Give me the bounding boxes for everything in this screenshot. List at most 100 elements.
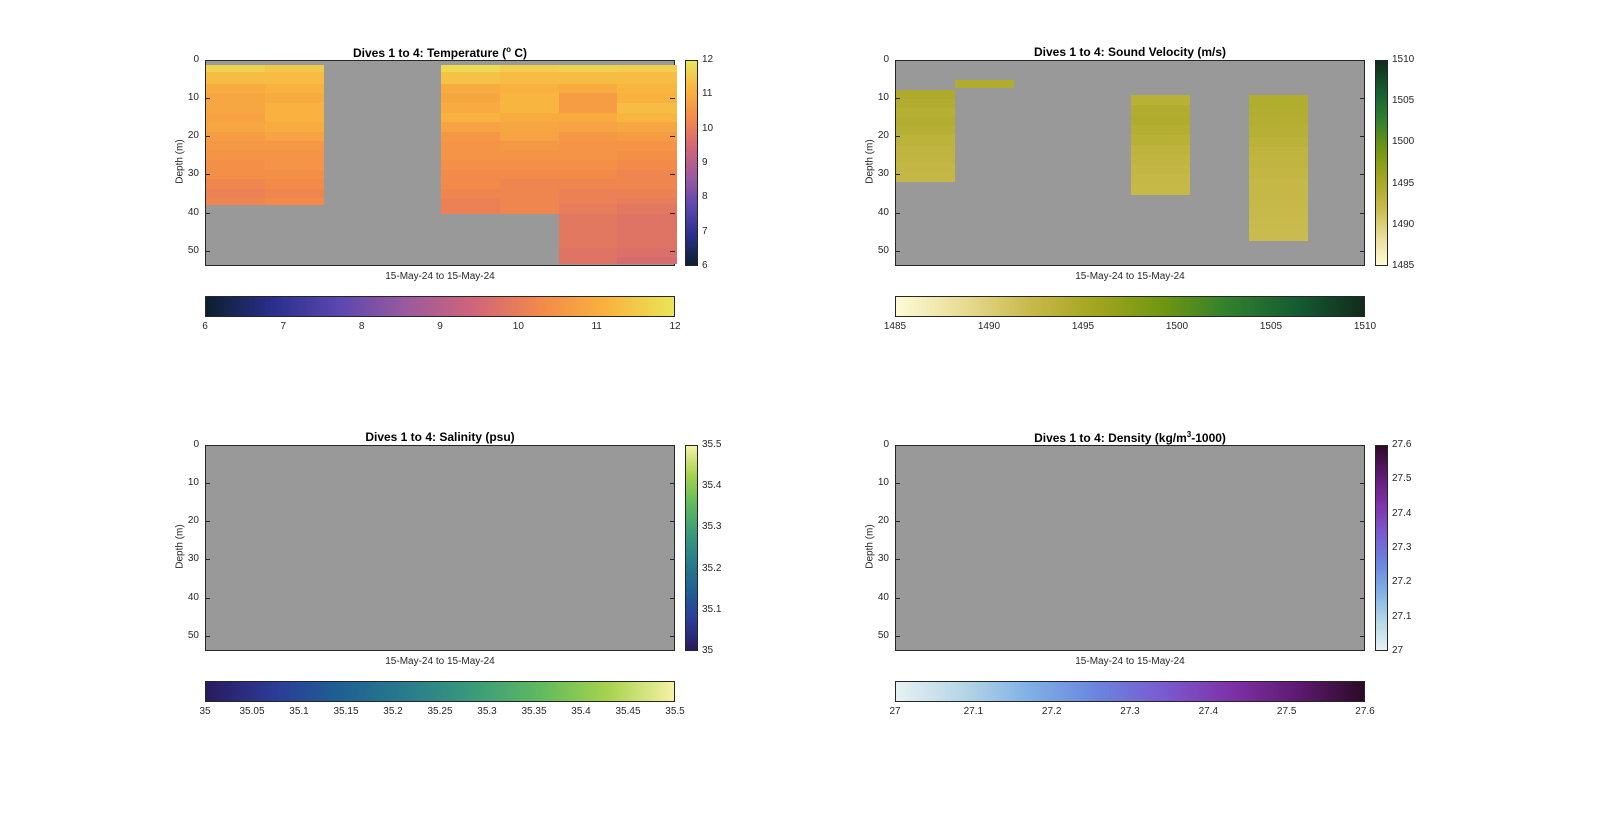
colorbar-tick-label: 35.1	[289, 706, 309, 717]
colorbar-tick-label: 11	[591, 321, 602, 332]
heatmap-cell	[499, 160, 559, 171]
vertical-colorbar	[1375, 445, 1388, 651]
colorbar-tick-label: 12	[702, 54, 714, 65]
chart-title: Dives 1 to 4: Sound Velocity (m/s)	[895, 45, 1365, 59]
colorbar-tick-label: 35.1	[702, 603, 722, 615]
y-tick-mark-right	[670, 559, 675, 561]
y-tick-label: 20	[877, 515, 889, 527]
heatmap-cell	[617, 72, 677, 85]
chart-title-text: Dives 1 to 4: Sound Velocity (m/s)	[1033, 45, 1227, 59]
heatmap-cell	[617, 93, 677, 104]
y-tick-label: 10	[877, 477, 889, 489]
vertical-colorbar	[1375, 60, 1388, 266]
heatmap-cell	[1131, 95, 1191, 106]
heatmap-cell	[617, 225, 677, 237]
y-tick-mark	[895, 445, 900, 446]
y-tick-label: 0	[883, 439, 889, 450]
colorbar-tick-label: 27.5	[1392, 473, 1412, 485]
heatmap-cell	[206, 179, 266, 190]
y-tick-label: 50	[877, 629, 889, 641]
heatmap-cell	[1248, 116, 1308, 127]
y-tick-mark-right	[1360, 174, 1365, 176]
heatmap-cell	[206, 64, 266, 73]
y-tick-mark-right	[1360, 521, 1365, 523]
heatmap-cell	[499, 198, 559, 205]
heatmap-cell	[558, 247, 618, 258]
colorbar-tick-label: 12	[669, 321, 681, 332]
colorbar-tick-label: 6	[702, 260, 708, 271]
colorbar-tick-label: 27.2	[1041, 706, 1062, 717]
colorbar-tick-label: 9	[437, 321, 443, 332]
heatmap-cell	[441, 204, 501, 215]
y-tick-mark	[205, 98, 210, 100]
heatmap-cell	[441, 64, 501, 73]
heatmap-cell	[499, 93, 559, 104]
heatmap-cell	[896, 153, 956, 164]
y-tick-mark-right	[1360, 98, 1365, 100]
heatmap-cell	[1248, 209, 1308, 221]
x-axis-label: 15-May-24 to 15-May-24	[1075, 271, 1185, 282]
heatmap-cell	[558, 72, 618, 85]
chart-title-superscript: o	[506, 45, 512, 54]
y-tick-mark-right	[1360, 60, 1365, 61]
y-tick-label: 0	[193, 54, 199, 65]
heatmap-cell	[1131, 154, 1191, 166]
vertical-colorbar	[685, 445, 698, 651]
colorbar-tick-label: 1505	[1392, 95, 1415, 107]
sound-velocity-panel: Dives 1 to 4: Sound Velocity (m/s) 0 10 20 3…	[860, 40, 1440, 340]
heatmap-cell	[558, 179, 618, 190]
x-axis-label: 15-May-24 to 15-May-24	[385, 656, 495, 667]
heatmap-cell	[441, 150, 501, 161]
heatmap-cell	[264, 122, 324, 133]
heatmap-cell	[558, 198, 618, 205]
heatmap-cell	[1248, 178, 1308, 189]
heatmap-cell	[1131, 164, 1191, 176]
colorbar-tick-label: 27	[1392, 645, 1404, 656]
y-tick-mark-right	[670, 597, 675, 599]
y-tick-mark	[205, 445, 210, 446]
x-axis-label: 15-May-24 to 15-May-24	[1075, 656, 1185, 667]
heatmap-cell	[499, 141, 559, 152]
heatmap-cell	[617, 198, 677, 205]
heatmap-cell	[264, 83, 324, 94]
heatmap-cell	[499, 64, 559, 73]
heatmap-cell	[558, 188, 618, 199]
y-tick-mark	[205, 136, 210, 138]
heatmap-cell	[896, 172, 956, 182]
colorbar-tick-label: 35	[702, 645, 714, 656]
colorbar-tick-label: 1495	[1071, 321, 1095, 332]
heatmap-cell	[206, 198, 266, 205]
heatmap-cell	[206, 131, 266, 142]
colorbar-tick-label: 27.1	[1392, 610, 1412, 622]
colorbar-tick-label: 27	[889, 706, 901, 717]
heatmap-cell	[558, 102, 618, 113]
y-tick-label: 40	[877, 591, 889, 603]
y-tick-mark-right	[670, 60, 675, 61]
y-tick-label: 0	[193, 439, 199, 450]
heatmap-cell	[206, 150, 266, 161]
chart-title-tail: -1000)	[1191, 431, 1226, 445]
colorbar-tick-label: 27.4	[1392, 507, 1412, 519]
heatmap-cell	[264, 160, 324, 171]
heatmap-cell	[1131, 115, 1191, 126]
y-axis-label: Depth (m)	[864, 524, 876, 569]
colorbar-tick-label: 27.4	[1198, 706, 1219, 717]
colorbar-tick-label: 8	[358, 321, 365, 332]
colorbar-tick-label: 27.1	[963, 706, 984, 717]
y-tick-mark-right	[1360, 483, 1365, 485]
heatmap-cell	[617, 102, 677, 113]
heatmap-cell	[617, 188, 677, 199]
y-tick-mark-right	[670, 136, 675, 138]
colorbar-tick-label: 9	[702, 157, 708, 168]
heatmap-cell	[1131, 184, 1191, 195]
y-tick-mark-right	[670, 635, 675, 637]
y-axis-label: Depth (m)	[174, 139, 186, 184]
y-tick-mark	[205, 635, 210, 637]
heatmap-cell	[1248, 188, 1308, 200]
plot-area	[895, 445, 1365, 651]
y-tick-mark-right	[1360, 597, 1365, 599]
heatmap-cell	[1248, 198, 1308, 210]
heatmap-cell	[499, 83, 559, 94]
colorbar-tick-label: 35.5	[702, 439, 722, 450]
y-tick-mark	[205, 559, 210, 561]
